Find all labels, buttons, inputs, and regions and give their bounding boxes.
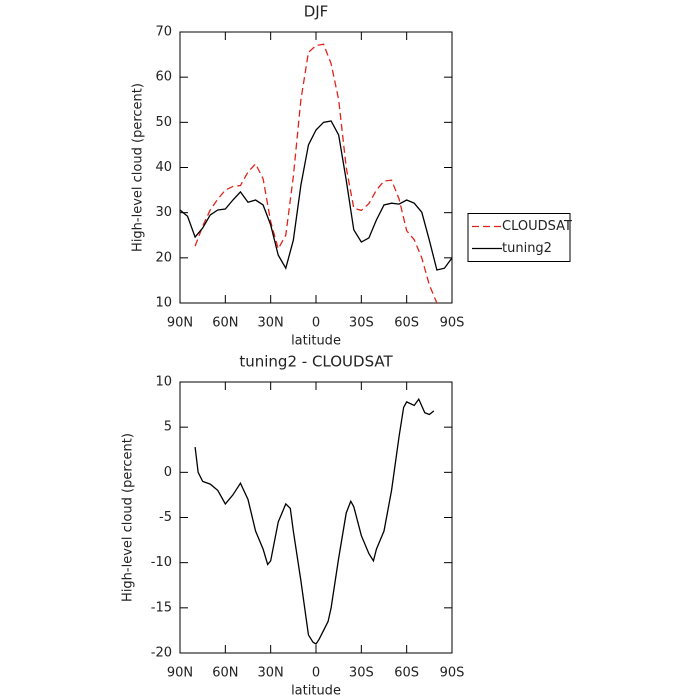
y-tick-label: 5: [164, 420, 172, 435]
x-tick-label: 0: [312, 666, 320, 681]
data-line: [194, 397, 435, 645]
y-tick-label: -15: [151, 600, 172, 615]
y-tick-label: 10: [155, 296, 172, 311]
x-tick-label: 0: [312, 316, 320, 331]
x-tick-label: 60S: [394, 316, 419, 331]
x-tick-label: 90S: [440, 666, 465, 681]
y-tick-label: 10: [155, 375, 172, 390]
legend-label: CLOUDSAT: [502, 219, 572, 234]
x-tick-label: 60N: [212, 316, 238, 331]
x-tick-label: 90N: [167, 316, 193, 331]
x-tick-label: 60N: [212, 666, 238, 681]
y-tick-label: 70: [155, 25, 172, 40]
y-tick-label: 20: [155, 250, 172, 265]
x-tick-label: 60S: [394, 666, 419, 681]
y-axis-label: High-level cloud (percent): [131, 83, 146, 252]
x-axis-label: latitude: [291, 684, 341, 699]
y-tick-label: 50: [155, 115, 172, 130]
x-axis-label: latitude: [291, 334, 341, 349]
x-tick-label: 30S: [349, 666, 374, 681]
chart-title: tuning2 - CLOUDSAT: [239, 353, 393, 371]
y-tick-label: 30: [155, 205, 172, 220]
plot-frame: [179, 31, 453, 304]
legend-box: [467, 213, 571, 262]
y-tick-label: 40: [155, 160, 172, 175]
y-tick-label: -10: [151, 555, 172, 570]
data-line: [194, 43, 438, 304]
chart-title: DJF: [304, 3, 329, 21]
plot-frame: [179, 381, 453, 654]
x-tick-label: 30S: [349, 316, 374, 331]
x-tick-label: 30N: [258, 666, 284, 681]
y-axis-label: High-level cloud (percent): [121, 433, 136, 602]
y-tick-label: -20: [151, 646, 172, 661]
x-tick-label: 90N: [167, 666, 193, 681]
x-tick-label: 30N: [258, 316, 284, 331]
y-tick-label: 0: [164, 465, 172, 480]
x-tick-label: 90S: [440, 316, 465, 331]
y-tick-label: 60: [155, 70, 172, 85]
data-line: [179, 120, 453, 271]
y-tick-label: -5: [159, 510, 172, 525]
legend-label: tuning2: [502, 241, 552, 256]
